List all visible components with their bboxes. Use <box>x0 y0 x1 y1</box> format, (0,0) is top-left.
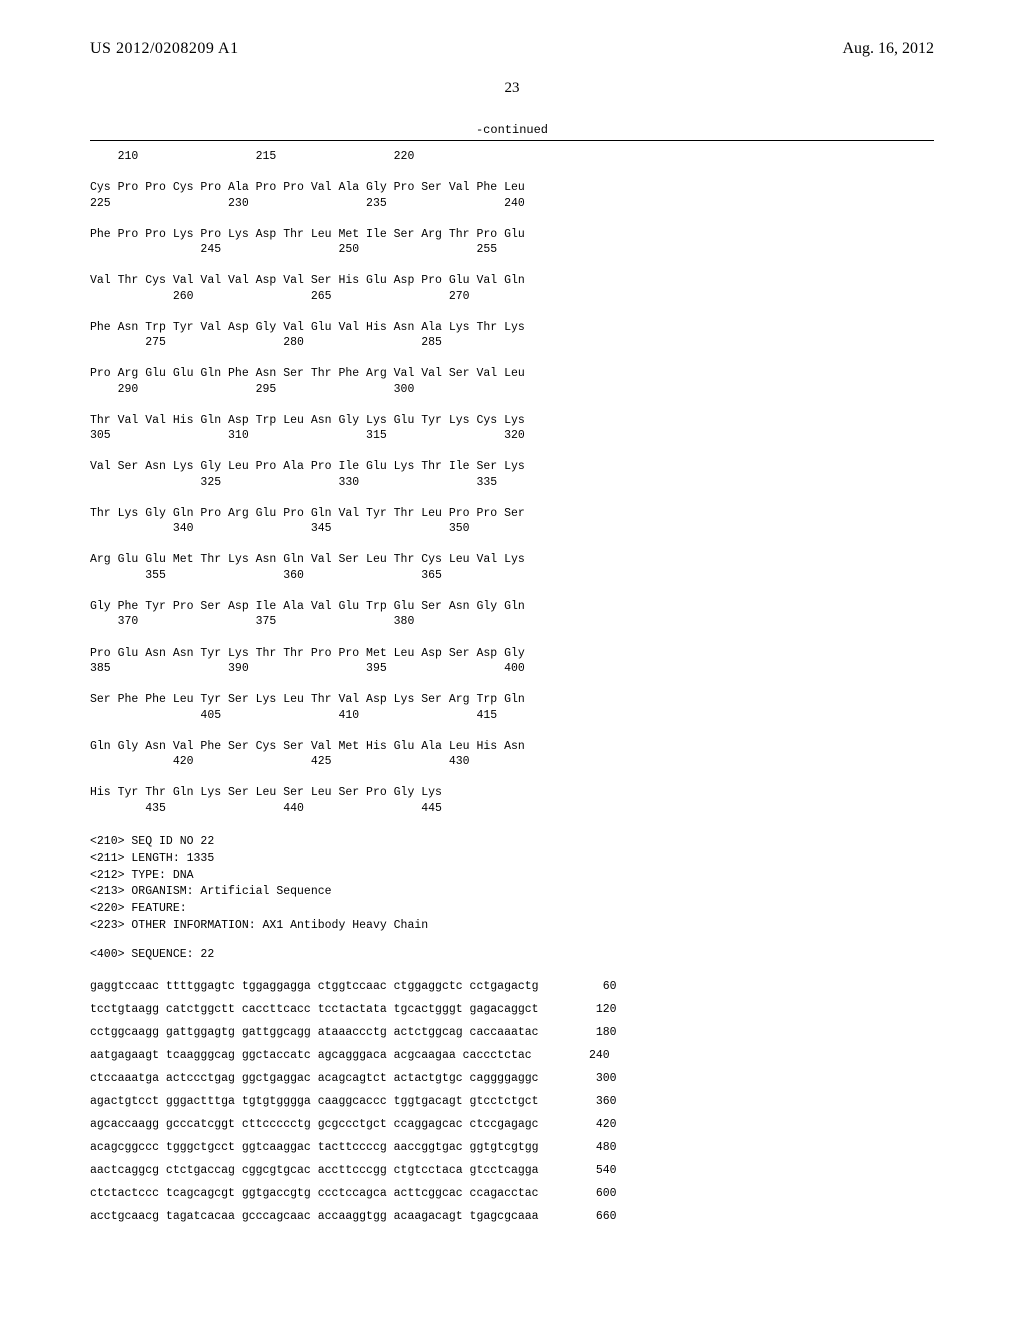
dna-row-pos: 360 <box>539 1090 617 1113</box>
protein-sequence-listing: 210 215 220 Cys Pro Pro Cys Pro Ala Pro … <box>90 149 934 816</box>
dna-row: agactgtcct gggactttga tgtgtgggga caaggca… <box>90 1090 934 1113</box>
continued-label: -continued <box>90 123 934 137</box>
dna-row-pos: 420 <box>539 1113 617 1136</box>
dna-row-seq: acagcggccc tgggctgcct ggtcaaggac tacttcc… <box>90 1136 539 1159</box>
dna-row: tcctgtaagg catctggctt caccttcacc tcctact… <box>90 998 934 1021</box>
dna-row-seq: ctccaaatga actccctgag ggctgaggac acagcag… <box>90 1067 539 1090</box>
dna-row: acctgcaacg tagatcacaa gcccagcaac accaagg… <box>90 1205 934 1228</box>
patent-page: US 2012/0208209 A1 Aug. 16, 2012 23 -con… <box>0 0 1024 1268</box>
dna-row: ctctactccc tcagcagcgt ggtgaccgtg ccctcca… <box>90 1182 934 1205</box>
dna-sequence-listing: gaggtccaac ttttggagtc tggaggagga ctggtcc… <box>90 975 934 1228</box>
page-number: 23 <box>90 80 934 97</box>
sequence-feature-block: <210> SEQ ID NO 22 <211> LENGTH: 1335 <2… <box>90 834 934 934</box>
sequence-400-header: <400> SEQUENCE: 22 <box>90 948 934 961</box>
page-header: US 2012/0208209 A1 Aug. 16, 2012 <box>90 40 934 58</box>
publication-date: Aug. 16, 2012 <box>842 40 934 58</box>
dna-row-pos: 120 <box>539 998 617 1021</box>
dna-row-seq: aatgagaagt tcaagggcag ggctaccatc agcaggg… <box>90 1044 532 1067</box>
dna-row: gaggtccaac ttttggagtc tggaggagga ctggtcc… <box>90 975 934 998</box>
dna-row-pos: 180 <box>539 1021 617 1044</box>
dna-row-seq: gaggtccaac ttttggagtc tggaggagga ctggtcc… <box>90 975 539 998</box>
dna-row: agcaccaagg gcccatcggt cttccccctg gcgccct… <box>90 1113 934 1136</box>
dna-row: aatgagaagt tcaagggcag ggctaccatc agcaggg… <box>90 1044 934 1067</box>
dna-row-seq: ctctactccc tcagcagcgt ggtgaccgtg ccctcca… <box>90 1182 539 1205</box>
dna-row-seq: aactcaggcg ctctgaccag cggcgtgcac accttcc… <box>90 1159 539 1182</box>
dna-row-seq: tcctgtaagg catctggctt caccttcacc tcctact… <box>90 998 539 1021</box>
dna-row: acagcggccc tgggctgcct ggtcaaggac tacttcc… <box>90 1136 934 1159</box>
dna-row-seq: agactgtcct gggactttga tgtgtgggga caaggca… <box>90 1090 539 1113</box>
dna-row-pos: 540 <box>539 1159 617 1182</box>
dna-row-pos: 240 <box>532 1044 610 1067</box>
dna-row: ctccaaatga actccctgag ggctgaggac acagcag… <box>90 1067 934 1090</box>
dna-row-seq: cctggcaagg gattggagtg gattggcagg ataaacc… <box>90 1021 539 1044</box>
horizontal-rule <box>90 140 934 141</box>
dna-row-seq: acctgcaacg tagatcacaa gcccagcaac accaagg… <box>90 1205 539 1228</box>
dna-row-seq: agcaccaagg gcccatcggt cttccccctg gcgccct… <box>90 1113 539 1136</box>
dna-row-pos: 660 <box>539 1205 617 1228</box>
dna-row: aactcaggcg ctctgaccag cggcgtgcac accttcc… <box>90 1159 934 1182</box>
dna-row-pos: 600 <box>539 1182 617 1205</box>
dna-row-pos: 60 <box>539 975 617 998</box>
dna-row: cctggcaagg gattggagtg gattggcagg ataaacc… <box>90 1021 934 1044</box>
dna-row-pos: 480 <box>539 1136 617 1159</box>
dna-row-pos: 300 <box>539 1067 617 1090</box>
publication-number: US 2012/0208209 A1 <box>90 40 239 58</box>
